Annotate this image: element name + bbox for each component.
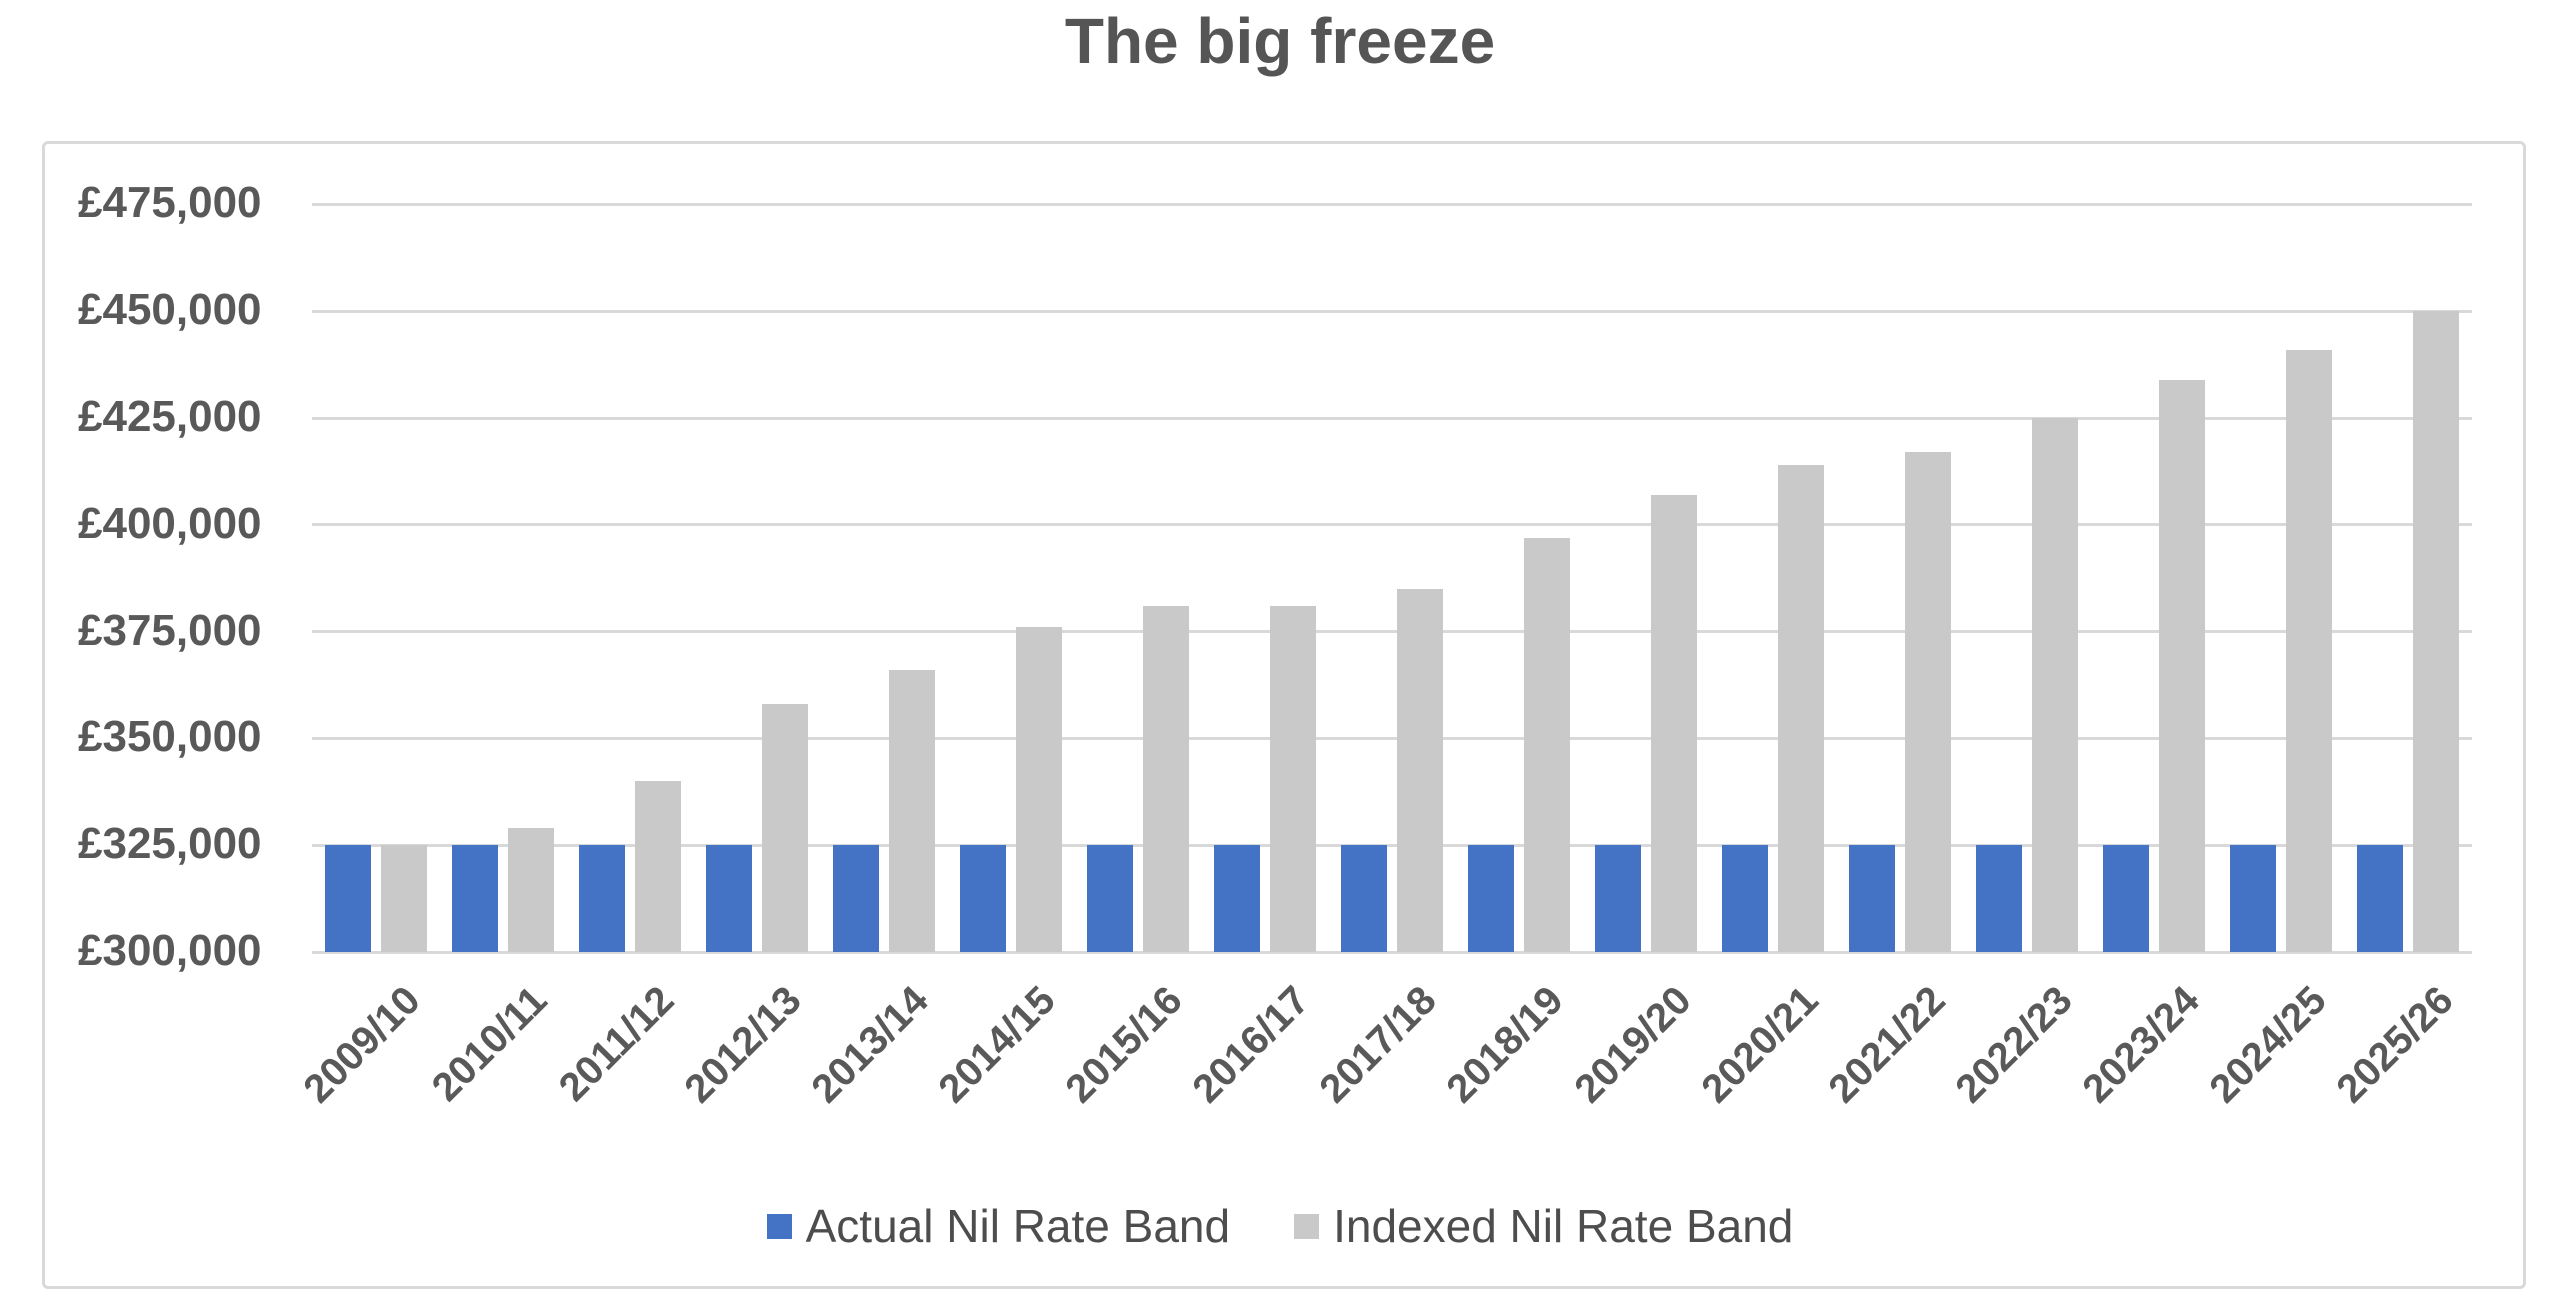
- bar-indexed: [1142, 605, 1189, 952]
- gridline: [312, 416, 2472, 420]
- gridline: [312, 309, 2472, 313]
- legend: Actual Nil Rate Band Indexed Nil Rate Ba…: [0, 1196, 2560, 1256]
- y-tick-label: £375,000: [78, 605, 262, 655]
- y-tick-label: £450,000: [78, 285, 262, 335]
- gridline: [312, 523, 2472, 527]
- bar-indexed: [1651, 494, 1698, 952]
- bar-actual: [2357, 845, 2404, 952]
- bar-actual: [1341, 845, 1387, 952]
- y-tick-label: £400,000: [78, 498, 262, 548]
- bar-actual: [1086, 845, 1133, 952]
- bar-indexed: [1524, 537, 1571, 952]
- legend-marker-indexed-icon: [1294, 1213, 1320, 1239]
- bar-actual: [832, 845, 879, 952]
- bar-indexed: [1778, 464, 1825, 952]
- bar-indexed: [1905, 452, 1952, 952]
- y-tick-label: £425,000: [78, 392, 262, 441]
- bar-indexed: [2159, 379, 2206, 952]
- y-tick-label: £350,000: [78, 712, 262, 762]
- bar-indexed: [1269, 605, 1316, 952]
- bar-actual: [959, 845, 1006, 952]
- bar-indexed: [634, 781, 681, 952]
- bar-actual: [1213, 845, 1260, 952]
- bar-actual: [1849, 845, 1896, 952]
- legend-label-indexed: Indexed Nil Rate Band: [1333, 1200, 1794, 1252]
- bar-indexed: [1015, 627, 1062, 952]
- gridline: [312, 950, 2472, 954]
- bar-actual: [1722, 845, 1769, 952]
- y-tick-label: £300,000: [78, 926, 262, 975]
- bar-indexed: [761, 704, 808, 952]
- bar-indexed: [2413, 311, 2460, 952]
- gridline: [312, 736, 2472, 740]
- bar-actual: [705, 845, 752, 952]
- legend-label-actual: Actual Nil Rate Band: [805, 1200, 1231, 1252]
- bar-indexed: [2286, 349, 2333, 952]
- gridline: [312, 202, 2472, 206]
- legend-item-actual: Actual Nil Rate Band: [766, 1199, 1231, 1253]
- y-tick-label: £475,000: [78, 178, 262, 228]
- gridline: [312, 843, 2472, 847]
- bar-actual: [451, 845, 498, 952]
- bar-actual: [1976, 845, 2023, 952]
- bar-indexed: [888, 670, 935, 952]
- bar-actual: [1468, 845, 1515, 952]
- bar-actual: [2103, 845, 2150, 952]
- bar-indexed: [380, 845, 427, 952]
- bar-indexed: [1397, 588, 1443, 952]
- gridline: [312, 630, 2472, 634]
- legend-marker-actual-icon: [766, 1213, 792, 1239]
- bar-actual: [324, 845, 371, 952]
- bar-actual: [1595, 845, 1642, 952]
- legend-item-indexed: Indexed Nil Rate Band: [1294, 1199, 1793, 1253]
- y-tick-label: £325,000: [78, 819, 262, 869]
- bar-actual: [578, 845, 625, 952]
- bar-indexed: [507, 828, 554, 952]
- chart-title: The big freeze: [1064, 5, 1496, 77]
- bar-actual: [2230, 845, 2277, 952]
- bar-indexed: [2032, 418, 2079, 952]
